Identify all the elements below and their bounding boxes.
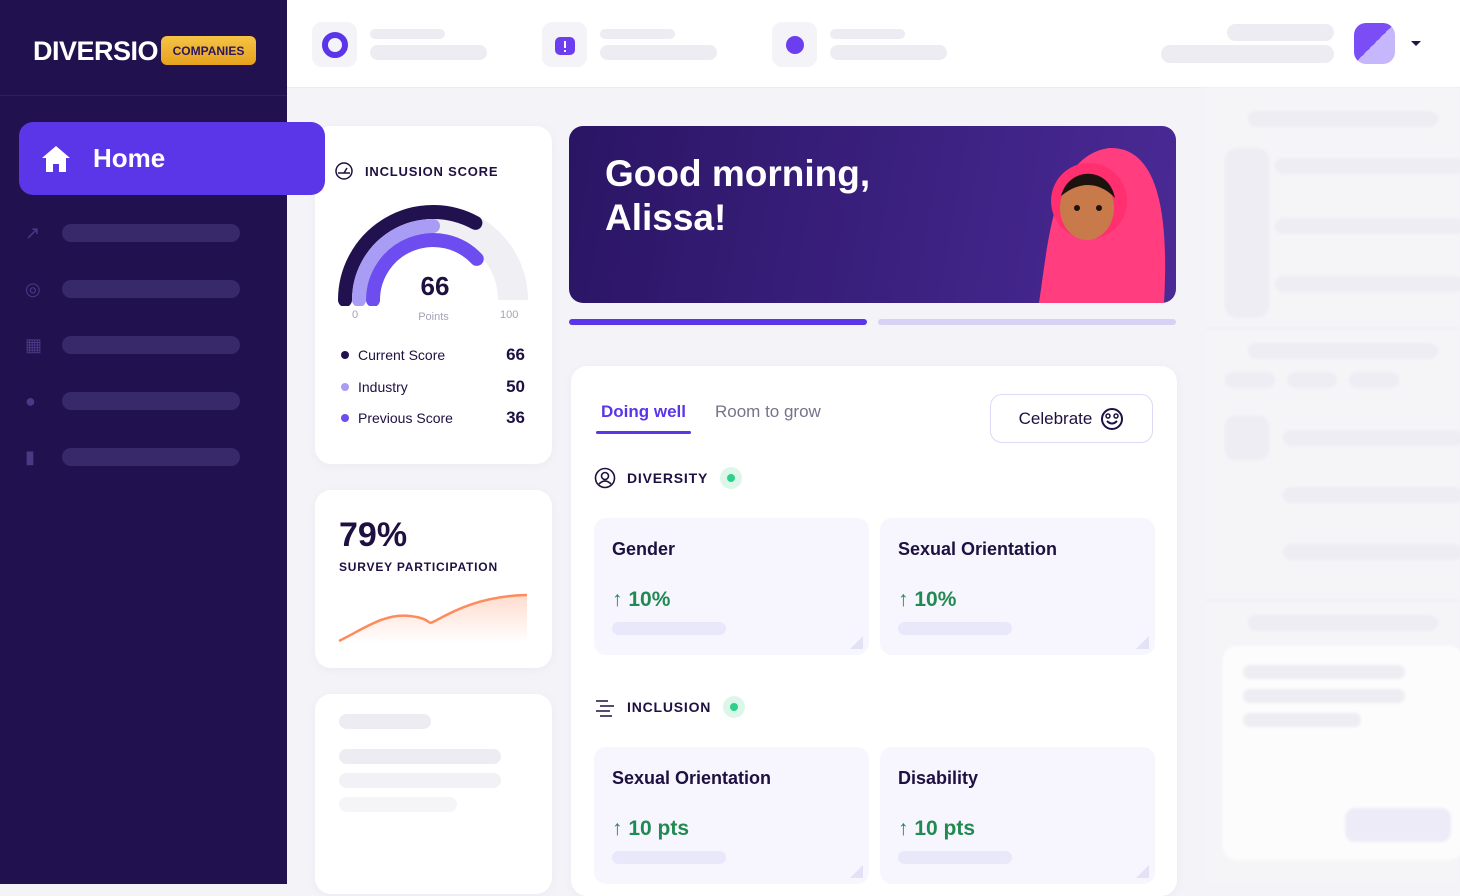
right-panel-loading [1205, 88, 1460, 884]
sidebar-item-dashboard[interactable]: ▦ [25, 334, 240, 356]
gauge-icon [335, 162, 353, 180]
active-tab-indicator [596, 431, 691, 434]
tab-doing-well[interactable]: Doing well [601, 402, 686, 421]
section-title: DIVERSITY [627, 470, 709, 486]
avatar-illustration [1039, 147, 1166, 303]
sidebar-item-team[interactable]: ● [25, 390, 240, 412]
team-icon: ● [25, 391, 36, 411]
participation-trend-line [338, 593, 528, 643]
trend-icon: ↗ [25, 223, 41, 243]
gauge-arc-previous [366, 233, 484, 306]
sidebar-item-trends[interactable]: ↗ [25, 222, 240, 244]
celebrate-label: Celebrate [1018, 408, 1093, 428]
chevron-down-icon[interactable] [1411, 41, 1421, 46]
greeting: Good morning, Alissa! [605, 153, 871, 238]
sidebar-item-saved[interactable]: ▮ [25, 446, 240, 468]
loading-card [315, 694, 552, 894]
gauge-unit: Points [418, 311, 449, 323]
survey-label: SURVEY PARTICIPATION [339, 560, 498, 574]
gauge-arc-current [338, 205, 483, 306]
card-title: INCLUSION SCORE [365, 163, 499, 179]
skeleton [62, 392, 240, 410]
avatar[interactable] [1354, 23, 1395, 64]
legend-previous: Previous Score 36 [341, 408, 525, 428]
section-inclusion: INCLUSION [594, 696, 746, 718]
celebrate-button[interactable]: Celebrate [990, 394, 1153, 443]
filter-lines-icon [596, 700, 614, 717]
metric-card[interactable]: Sexual Orientation ↑ 10 pts [594, 747, 869, 884]
survey-participation-card: 79% SURVEY PARTICIPATION [315, 490, 552, 668]
status-dot-icon [723, 696, 746, 718]
target-icon: ◎ [25, 279, 41, 299]
top-bar [287, 0, 1460, 88]
skeleton [62, 336, 240, 354]
gauge-max: 100 [500, 309, 519, 321]
sidebar-item-home[interactable]: Home [19, 122, 325, 195]
logo: DIVERSIO [33, 36, 159, 66]
metric-card[interactable]: Gender ↑ 10% [594, 518, 869, 655]
gauge-min: 0 [352, 309, 359, 321]
bookmark-icon: ▮ [25, 447, 35, 467]
banner-progress-active [569, 319, 867, 325]
badge-icon [785, 35, 804, 54]
score-gauge [338, 205, 528, 306]
legend-current: Current Score 66 [341, 345, 525, 365]
skeleton [62, 224, 240, 242]
smiley-hearts-icon [1101, 407, 1124, 430]
companies-badge: COMPANIES [161, 36, 256, 65]
home-icon [42, 145, 70, 172]
gauge-arc-industry [352, 219, 440, 306]
ring-icon [321, 31, 348, 58]
section-diversity: DIVERSITY [594, 467, 743, 489]
skeleton [62, 448, 240, 466]
tab-room-to-grow[interactable]: Room to grow [715, 402, 821, 421]
alerts-shortcut[interactable] [542, 22, 587, 67]
divider [0, 95, 287, 96]
person-search-icon [594, 467, 616, 489]
survey-value: 79% [339, 516, 408, 554]
home-label: Home [93, 143, 166, 173]
grid-icon: ▦ [25, 335, 43, 355]
legend-industry: Industry 50 [341, 377, 525, 397]
skeleton [62, 280, 240, 298]
alert-icon [554, 36, 575, 55]
status-dot-icon [720, 467, 743, 489]
sidebar-item-goals[interactable]: ◎ [25, 278, 240, 300]
inclusion-score-card: INCLUSION SCORE 66 0 Points 100 Current … [315, 126, 552, 464]
banner-progress-inactive[interactable] [878, 319, 1176, 325]
metric-card[interactable]: Sexual Orientation ↑ 10% [880, 518, 1155, 655]
score-shortcut[interactable] [312, 22, 357, 67]
score-value: 66 [420, 271, 450, 301]
badge-shortcut[interactable] [772, 22, 817, 67]
greeting-banner: Good morning, Alissa! [569, 126, 1176, 303]
metric-card[interactable]: Disability ↑ 10 pts [880, 747, 1155, 884]
section-title: INCLUSION [627, 699, 712, 715]
